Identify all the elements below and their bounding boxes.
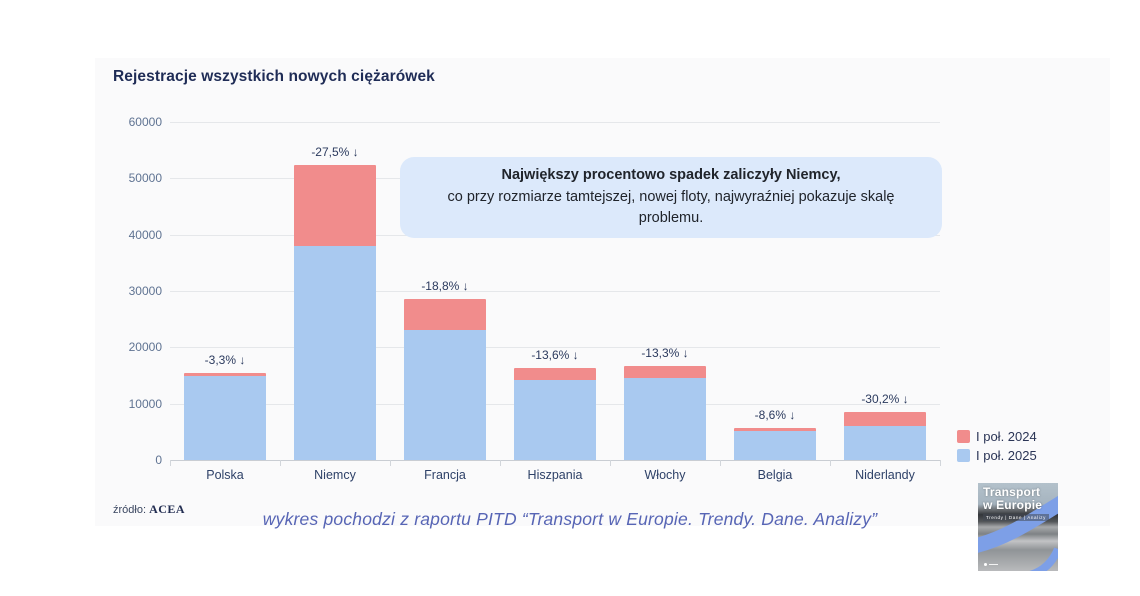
- bar-francja-2025: [404, 329, 486, 460]
- y-axis-tick-label: 60000: [128, 115, 162, 129]
- bar-francja-2024: [404, 299, 486, 460]
- x-axis-tick: [390, 460, 391, 466]
- report-caption: wykres pochodzi z raportu PITD “Transpor…: [262, 509, 878, 529]
- gridline: [170, 460, 940, 461]
- bar-change-label: -30,2% ↓: [861, 391, 909, 406]
- x-axis-tick: [940, 460, 941, 466]
- bar-change-label: -8,6% ↓: [754, 408, 796, 423]
- y-axis-tick-label: 20000: [128, 340, 162, 355]
- x-axis-tick: [720, 460, 721, 466]
- x-axis-tick: [170, 460, 171, 466]
- y-axis-tick-label: 40000: [128, 227, 162, 242]
- x-axis-category-label: Francja: [424, 468, 466, 482]
- source-note: źródło: ACEA: [113, 502, 185, 517]
- bar-change-label: -13,6% ↓: [531, 347, 579, 362]
- pitd-logo-icon: [984, 563, 998, 566]
- chart-legend: I poł. 2024 I poł. 2025: [957, 429, 1037, 463]
- x-axis-tick: [610, 460, 611, 466]
- x-axis-category-label: Niemcy: [314, 468, 356, 482]
- chart-card: Rejestracje wszystkich nowych ciężarówek…: [95, 58, 1110, 526]
- gridline: [170, 291, 940, 292]
- bar-niemcy-2024: [294, 164, 376, 460]
- x-axis-category-label: Polska: [206, 468, 244, 482]
- bar-change-label: -18,8% ↓: [421, 279, 469, 294]
- x-axis-category-label: Niderlandy: [855, 468, 915, 482]
- bar-change-label: -3,3% ↓: [204, 352, 246, 367]
- legend-item: I poł. 2024: [957, 429, 1037, 444]
- legend-swatch: [957, 449, 970, 462]
- bar-polska-2025: [184, 375, 266, 460]
- x-axis-category-label: Włochy: [644, 468, 686, 482]
- bar-włochy-2025: [624, 378, 706, 460]
- y-axis-tick-label: 10000: [128, 396, 162, 411]
- legend-item: I poł. 2025: [957, 448, 1037, 463]
- source-label: źródło:: [113, 504, 147, 516]
- bar-niderlandy-2024: [844, 411, 926, 460]
- gridline: [170, 122, 940, 123]
- source-value: ACEA: [149, 502, 186, 516]
- bar-belgia-2024: [734, 428, 816, 460]
- annotation-bold-line: Największy procentowo spadek zaliczyły N…: [501, 166, 841, 183]
- x-axis-tick: [280, 460, 281, 466]
- y-axis-tick-label: 0: [155, 453, 162, 467]
- report-cover-thumbnail: Transport w Europie Trendy | Dane | Anal…: [978, 483, 1058, 571]
- bar-hiszpania-2024: [514, 367, 596, 460]
- bar-hiszpania-2025: [514, 380, 596, 460]
- bar-niemcy-2025: [294, 245, 376, 460]
- legend-label: I poł. 2024: [976, 429, 1037, 444]
- x-axis-tick: [500, 460, 501, 466]
- bar-change-label: -13,3% ↓: [641, 345, 689, 360]
- legend-swatch: [957, 430, 970, 443]
- legend-label: I poł. 2025: [976, 448, 1037, 463]
- bar-change-label: -27,5% ↓: [311, 144, 359, 159]
- y-axis-tick-label: 30000: [128, 284, 162, 298]
- annotation-callout: Największy procentowo spadek zaliczyły N…: [400, 157, 942, 238]
- x-axis-category-label: Hiszpania: [527, 468, 583, 482]
- bar-włochy-2024: [624, 365, 706, 460]
- gridline: [170, 347, 940, 349]
- cover-swoosh-graphic: [978, 495, 1058, 571]
- y-axis-tick-label: 50000: [128, 171, 162, 186]
- x-axis-tick: [830, 460, 831, 466]
- plot-area: 60000 50000 40000 30000 20000 10000 0 -3,3% ↓ Po…: [129, 115, 941, 482]
- bar-belgia-2025: [734, 431, 816, 460]
- chart-title: Rejestracje wszystkich nowych ciężarówek: [113, 68, 435, 85]
- cover-subtitle: Trendy | Dane | Analizy: [983, 514, 1049, 521]
- annotation-text-line: co przy rozmiarze tamtejszej, nowej flot…: [447, 188, 895, 227]
- cover-title: Transport w Europie: [983, 485, 1043, 512]
- x-axis-category-label: Belgia: [757, 468, 793, 482]
- bar-niderlandy-2025: [844, 426, 926, 460]
- bar-polska-2024: [184, 372, 266, 460]
